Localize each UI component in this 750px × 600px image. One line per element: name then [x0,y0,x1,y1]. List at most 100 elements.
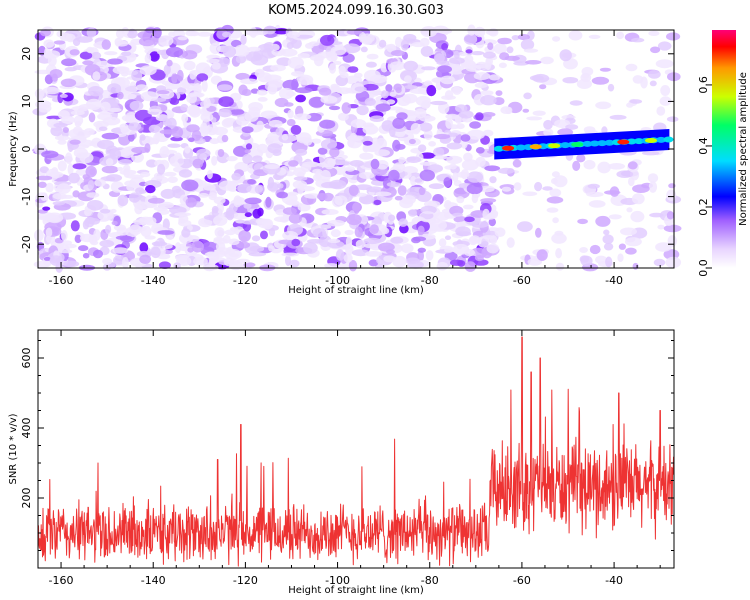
heatmap-cell [79,233,95,243]
heatmap-cell [102,258,113,265]
heatmap-cell [245,51,261,62]
heatmap-cell [166,59,173,67]
heatmap-cell [196,148,211,158]
heatmap-cell [444,90,454,100]
heatmap-cell [276,57,292,67]
heatmap-cell [433,147,445,157]
heatmap-cell [506,237,515,248]
heatmap-cell [235,54,247,64]
heatmap-cell [201,80,208,92]
heatmap-cell [129,224,142,236]
signal-band-cell [626,138,637,145]
heatmap-cell [206,169,213,180]
heatmap-cell [418,187,426,196]
signal-band-cell [597,140,608,147]
heatmap-cell [390,236,404,244]
heatmap-x-axis-label: Height of straight line (km) [288,285,424,296]
heatmap-cell [186,104,201,116]
heatmap-cell [158,35,174,47]
heatmap-cell [139,171,151,178]
heatmap-cell [159,129,177,135]
heatmap-cell [456,196,465,204]
heatmap-cell [480,95,497,106]
heatmap-cell [319,119,336,129]
heatmap-cell [452,212,463,217]
heatmap-cell [320,34,335,46]
heatmap-cell [315,224,332,230]
heatmap-cell [456,123,465,130]
heatmap-cell [50,125,63,137]
heatmap-cell [70,110,85,116]
signal-band-cell [516,144,526,151]
heatmap-cell [228,238,240,246]
heatmap-cell [345,166,355,172]
heatmap-cell [471,221,489,228]
heatmap-cell [63,260,80,268]
heatmap-cell [586,191,604,198]
heatmap-cell [303,242,318,254]
heatmap-cell [192,158,204,169]
heatmap-cell [162,118,171,124]
heatmap-cell [436,261,448,271]
heatmap-cell [240,34,247,46]
heatmap-cell [59,93,68,98]
heatmap-cell [197,31,212,37]
heatmap-cell [285,199,300,206]
heatmap-cell [626,102,634,108]
heatmap-cell [392,255,407,268]
heatmap-cell [111,220,118,226]
heatmap-cell [282,230,298,241]
heatmap-cell [604,190,621,195]
heatmap-cell [112,247,129,254]
heatmap-cell [294,87,313,94]
heatmap-cell [156,90,170,95]
heatmap-x-ticks: -160 -140 -120 -100 -80 -60 -40 [37,30,661,287]
heatmap-cell [463,204,474,210]
heatmap-cell [313,55,324,67]
snr-y-ticks: 200 400 600 [20,340,674,551]
x-tick-label: -60 [513,574,531,587]
heatmap-cell [49,255,63,266]
signal-peak [502,145,515,151]
heatmap-cell [475,112,484,121]
heatmap-cell [249,245,265,252]
heatmap-cell [368,90,382,96]
heatmap-cell [627,161,638,170]
heatmap-cell [666,189,677,201]
heatmap-cell [587,183,600,189]
heatmap-cell [165,46,184,58]
heatmap-cell [520,39,535,51]
heatmap-cell [409,87,428,94]
heatmap-cell [428,141,436,147]
heatmap-cell [244,111,259,122]
heatmap-cell [588,200,606,208]
heatmap-cell [260,110,278,119]
heatmap-cell [327,219,345,227]
heatmap-cell [88,218,100,225]
heatmap-cell [193,256,208,266]
heatmap-cell [217,149,225,157]
colorbar-ticks: 0.0 0.2 0.4 0.6 [697,76,712,277]
heatmap-cell [595,101,612,110]
heatmap-cell [256,89,268,96]
heatmap-cell [312,168,323,175]
heatmap-cell [525,60,542,65]
heatmap-cell [489,176,497,184]
signal-band [493,129,674,160]
heatmap-cell [376,160,389,170]
heatmap-cell [213,215,228,226]
heatmap-cell [616,170,634,178]
heatmap-cell [316,193,328,201]
heatmap-cell [543,119,553,130]
heatmap-cell [97,113,113,121]
heatmap-cell [449,57,465,65]
heatmap-cell [115,29,125,39]
heatmap-cell [386,249,395,254]
y-tick-label: 0 [20,146,33,153]
heatmap-cell [78,245,89,252]
heatmap-cell [464,249,475,257]
heatmap-cell [631,37,645,43]
heatmap-cell [408,138,416,145]
heatmap-cell [620,227,637,236]
heatmap-cell [331,195,343,208]
